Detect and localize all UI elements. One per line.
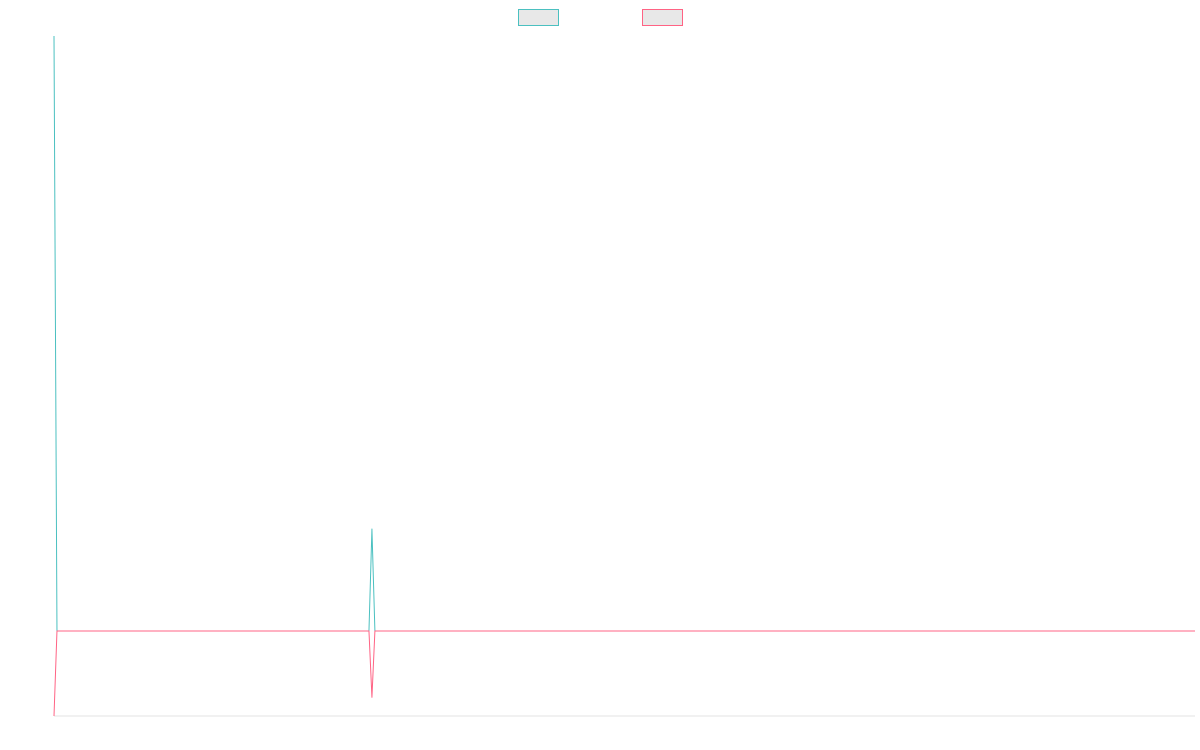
legend-swatch-2[interactable]: [642, 9, 683, 26]
series-line-2: [53, 630, 1195, 717]
legend[interactable]: [518, 9, 683, 26]
legend-swatch-1[interactable]: [518, 9, 559, 26]
series-layer: [53, 35, 1195, 717]
series-line-1: [53, 35, 1195, 632]
